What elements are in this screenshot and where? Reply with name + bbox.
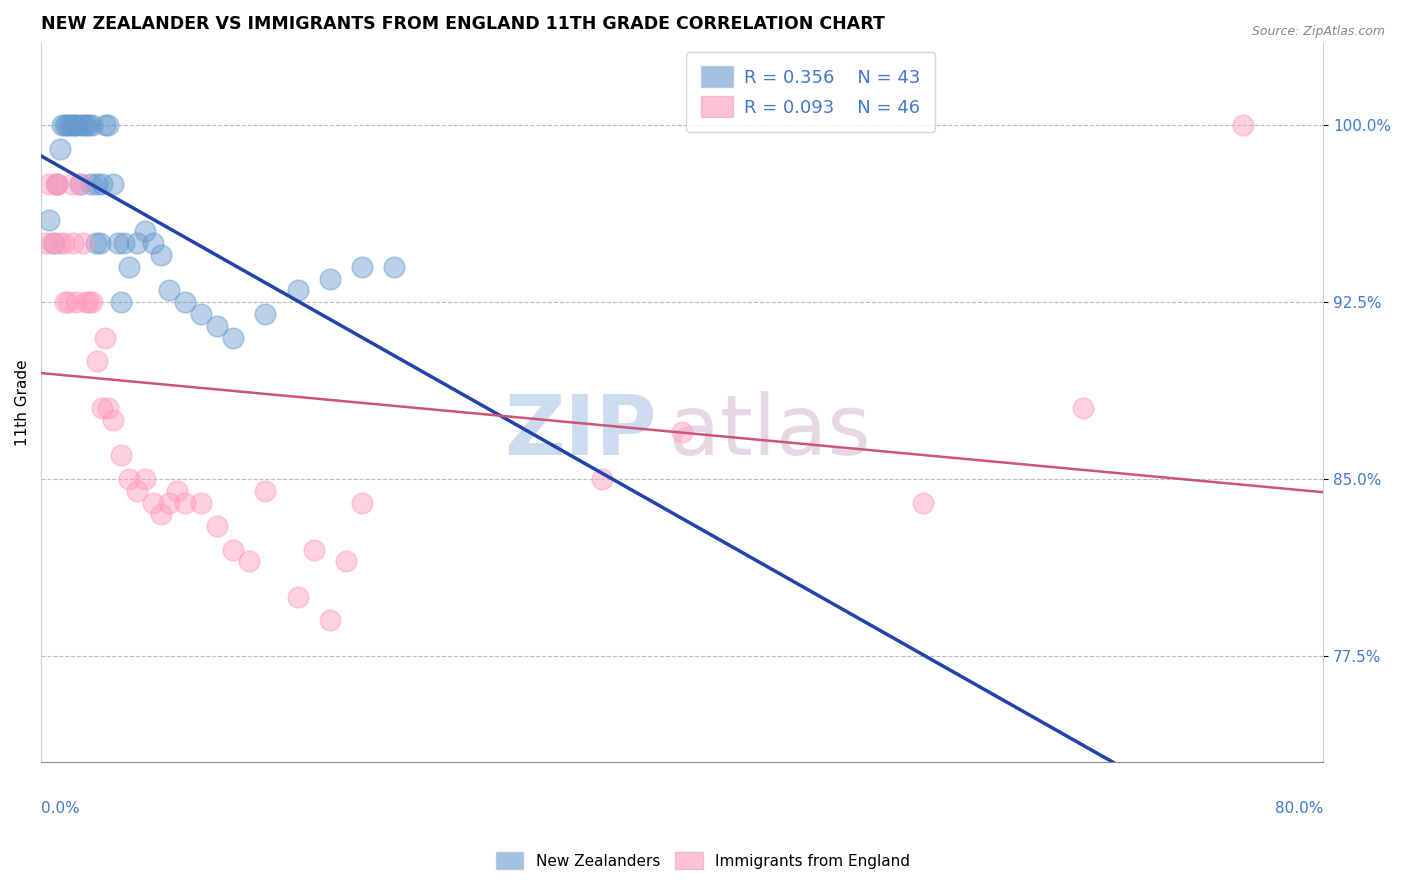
Point (94, 330, 117, 344)
Point (911, 495, 934, 509)
Point (91, 178, 114, 192)
Point (1232, 119, 1254, 133)
Point (75, 295, 97, 310)
Point (207, 318, 229, 333)
Point (318, 613, 340, 627)
Point (69, 178, 91, 192)
Text: 80.0%: 80.0% (1275, 801, 1323, 816)
Point (62, 236, 84, 251)
Point (55, 119, 77, 133)
Point (222, 542, 245, 557)
Point (75, 119, 97, 133)
Point (41, 236, 63, 251)
Point (38, 178, 60, 192)
Point (97, 401, 120, 416)
Point (142, 236, 165, 251)
Point (222, 330, 245, 344)
Point (166, 483, 188, 498)
Point (77, 119, 100, 133)
Point (86, 354, 108, 368)
Point (80, 178, 103, 192)
Point (190, 495, 212, 509)
Point (69, 178, 91, 192)
Point (97, 119, 120, 133)
Text: atlas: atlas (669, 391, 872, 472)
Point (107, 236, 129, 251)
Point (254, 483, 277, 498)
Point (350, 260, 373, 274)
Point (60, 178, 83, 192)
Point (110, 295, 132, 310)
Point (150, 508, 173, 522)
Point (591, 472, 613, 486)
Point (82, 295, 104, 310)
Point (114, 236, 136, 251)
Point (1071, 401, 1094, 416)
Point (77, 295, 100, 310)
Point (350, 495, 373, 509)
Point (65, 119, 87, 133)
Point (287, 284, 309, 298)
Point (42, 236, 65, 251)
Point (174, 295, 197, 310)
Point (89, 236, 111, 251)
Point (53, 295, 76, 310)
Point (318, 271, 340, 285)
Text: ZIP: ZIP (505, 391, 657, 472)
Point (70, 119, 93, 133)
Point (53, 119, 76, 133)
Point (134, 224, 156, 238)
Point (63, 119, 86, 133)
Point (118, 260, 141, 274)
Point (52, 236, 75, 251)
Point (157, 284, 180, 298)
Point (86, 178, 108, 192)
Point (134, 472, 156, 486)
Point (174, 495, 197, 509)
Point (62, 119, 84, 133)
Point (302, 542, 325, 557)
Point (72, 236, 94, 251)
Point (65, 295, 87, 310)
Point (38, 212, 60, 227)
Legend: R = 0.356    N = 43, R = 0.093    N = 46: R = 0.356 N = 43, R = 0.093 N = 46 (686, 52, 935, 131)
Point (127, 236, 149, 251)
Point (103, 413, 125, 427)
Point (35, 236, 58, 251)
Point (238, 554, 260, 568)
Point (82, 119, 104, 133)
Point (94, 119, 117, 133)
Text: 0.0%: 0.0% (41, 801, 80, 816)
Point (91, 401, 114, 416)
Point (84, 236, 107, 251)
Y-axis label: 11th Grade: 11th Grade (15, 359, 30, 446)
Point (157, 495, 180, 509)
Point (58, 295, 80, 310)
Point (207, 519, 229, 533)
Point (127, 483, 149, 498)
Point (382, 260, 405, 274)
Text: Source: ZipAtlas.com: Source: ZipAtlas.com (1251, 25, 1385, 38)
Point (142, 495, 165, 509)
Point (46, 178, 69, 192)
Legend: New Zealanders, Immigrants from England: New Zealanders, Immigrants from England (489, 846, 917, 875)
Point (49, 236, 72, 251)
Point (190, 307, 212, 321)
Point (254, 307, 277, 321)
Text: NEW ZEALANDER VS IMMIGRANTS FROM ENGLAND 11TH GRADE CORRELATION CHART: NEW ZEALANDER VS IMMIGRANTS FROM ENGLAND… (41, 15, 884, 33)
Point (287, 590, 309, 604)
Point (73, 119, 96, 133)
Point (110, 449, 132, 463)
Point (49, 142, 72, 156)
Point (46, 178, 69, 192)
Point (118, 472, 141, 486)
Point (44, 178, 66, 192)
Point (103, 178, 125, 192)
Point (150, 248, 173, 262)
Point (335, 554, 357, 568)
Point (59, 119, 82, 133)
Point (671, 425, 693, 439)
Point (51, 119, 73, 133)
